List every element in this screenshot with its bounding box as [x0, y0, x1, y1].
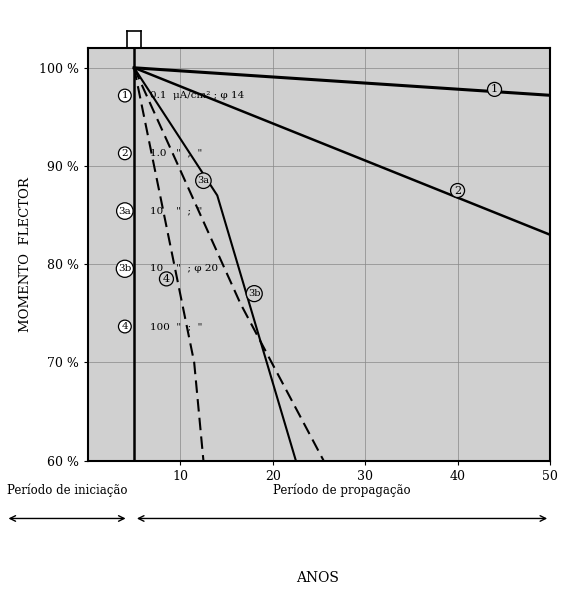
- Text: 4: 4: [163, 274, 170, 284]
- Text: 3b: 3b: [248, 289, 260, 298]
- Text: 3a: 3a: [119, 206, 131, 216]
- Text: Período de propagação: Período de propagação: [273, 483, 411, 497]
- Text: 1.0   "  ;  ": 1.0 " ; ": [150, 149, 202, 158]
- Text: 10    "  ;  ": 10 " ; ": [150, 206, 202, 216]
- Text: 0.1  μA/cm² ; φ 14: 0.1 μA/cm² ; φ 14: [150, 91, 244, 100]
- Text: Período de iniciação: Período de iniciação: [7, 483, 128, 497]
- Text: 3a: 3a: [197, 176, 209, 185]
- Text: 100  "  ;  ": 100 " ; ": [150, 322, 202, 331]
- Text: 2: 2: [121, 149, 128, 158]
- Text: 1: 1: [121, 91, 128, 100]
- Text: 2: 2: [454, 185, 461, 196]
- Text: 10    "  ; φ 20: 10 " ; φ 20: [150, 264, 218, 273]
- Text: 3b: 3b: [118, 264, 132, 273]
- Text: ANOS: ANOS: [296, 571, 339, 585]
- Text: 4: 4: [121, 322, 128, 331]
- Y-axis label: MOMENTO  FLECTOR: MOMENTO FLECTOR: [19, 177, 32, 332]
- Text: 1: 1: [491, 84, 498, 95]
